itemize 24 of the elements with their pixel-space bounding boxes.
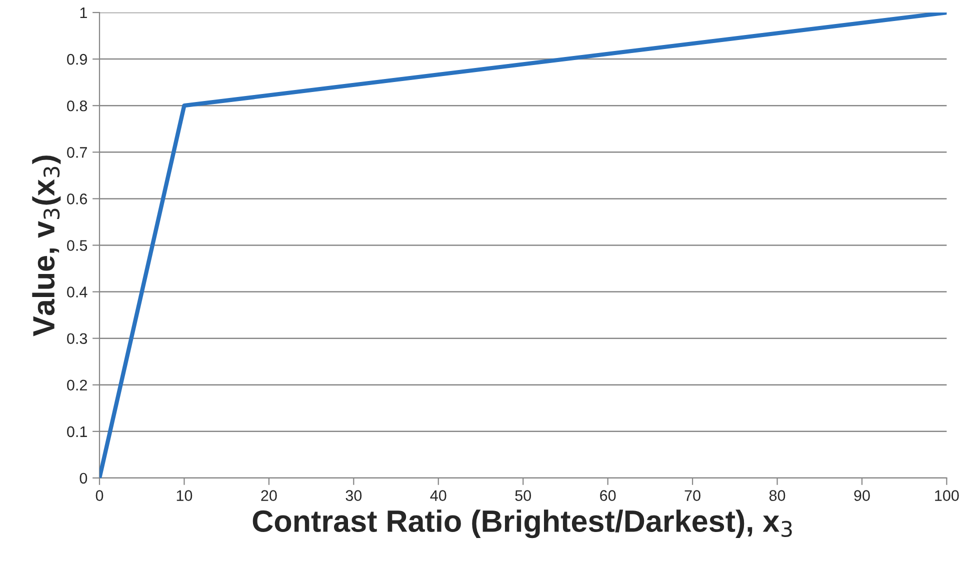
y-tick-label: 0.3 — [67, 333, 88, 344]
x-tick-label: 60 — [600, 490, 616, 501]
y-tick-label: 0 — [80, 472, 88, 484]
y-tick-label: 0.9 — [67, 54, 87, 65]
x-tick-label: 70 — [684, 490, 700, 501]
y-tick-label: 0.2 — [67, 380, 87, 391]
x-tick-label: 100 — [935, 490, 959, 501]
y-tick-label: 0.1 — [67, 426, 87, 438]
y-tick-label: 0.6 — [67, 194, 88, 204]
y-tick-label: 0.7 — [67, 147, 87, 158]
y-tick-label: 0.8 — [67, 100, 88, 112]
y-axis-title: Value, v$_{3}$(x$_{3}$) — [32, 156, 61, 336]
x-tick-label: 40 — [430, 490, 446, 501]
x-tick-label: 90 — [854, 490, 870, 501]
x-tick-label: 80 — [769, 490, 786, 501]
y-tick-label: 0.5 — [67, 240, 88, 251]
x-tick-label: 10 — [176, 490, 192, 501]
x-tick-label: 30 — [346, 490, 362, 501]
x-tick-label: 20 — [261, 490, 277, 501]
x-tick-label: 50 — [515, 490, 531, 501]
y-tick-label: 1 — [80, 8, 87, 18]
x-axis-title: Contrast Ratio (Brightest/Darkest), x$_{3}$ — [252, 510, 792, 538]
y-tick-label: 0.4 — [67, 286, 88, 298]
x-tick-label: 0 — [96, 490, 104, 501]
